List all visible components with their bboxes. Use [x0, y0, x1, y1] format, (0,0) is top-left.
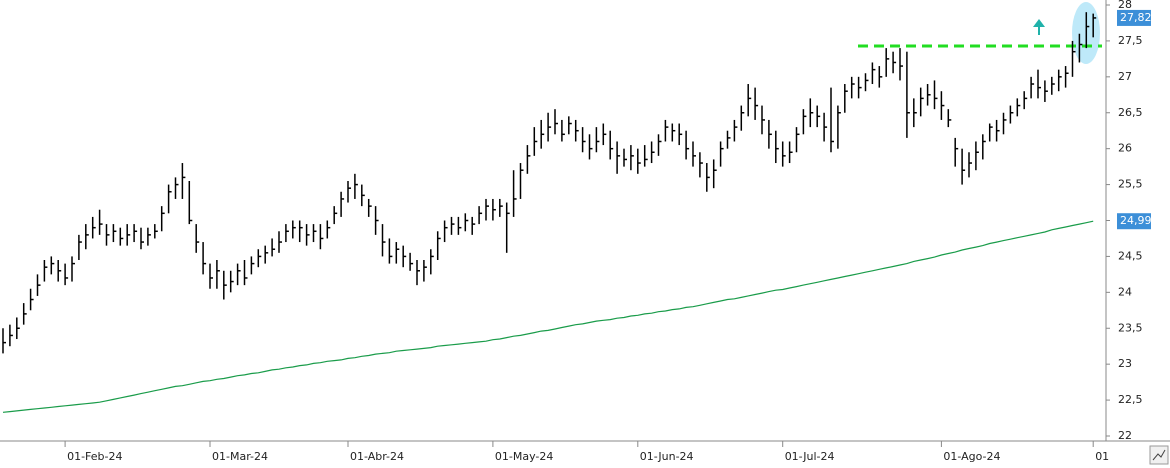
y-tick-label: 23 — [1118, 357, 1132, 370]
y-tick-label: 23,5 — [1118, 321, 1143, 334]
y-tick-label: 26,5 — [1118, 106, 1143, 119]
x-tick-label: 01-Jul-24 — [785, 450, 835, 463]
y-tick-label: 22,5 — [1118, 393, 1143, 406]
price-box — [1117, 213, 1151, 230]
y-tick-label: 24,5 — [1118, 249, 1143, 262]
x-tick-label: 01-Abr-24 — [350, 450, 404, 463]
y-tick-label: 28 — [1118, 0, 1132, 11]
y-tick-label: 24 — [1118, 285, 1132, 298]
y-tick-label: 27 — [1118, 70, 1132, 83]
y-tick-label: 25,5 — [1118, 178, 1143, 191]
price-box-label: 24,99 — [1120, 214, 1152, 227]
moving-average — [2, 220, 1094, 413]
x-tick-label: 01-Mar-24 — [212, 450, 268, 463]
price-box — [1117, 9, 1151, 26]
y-tick-label: 22 — [1118, 429, 1132, 442]
y-tick-label: 26 — [1118, 142, 1132, 155]
price-box-label: 27,82 — [1120, 11, 1152, 24]
y-tick-label: 27,5 — [1118, 34, 1143, 47]
corner-icon — [1152, 449, 1166, 461]
x-tick-label: 01-May-24 — [495, 450, 553, 463]
x-tick-label: 01-Jun-24 — [640, 450, 694, 463]
x-tick-label: 01-Ago-24 — [943, 450, 1000, 463]
x-tick-label: 01 — [1095, 450, 1109, 463]
x-tick-label: 01-Feb-24 — [67, 450, 122, 463]
up-arrow — [1033, 19, 1045, 35]
